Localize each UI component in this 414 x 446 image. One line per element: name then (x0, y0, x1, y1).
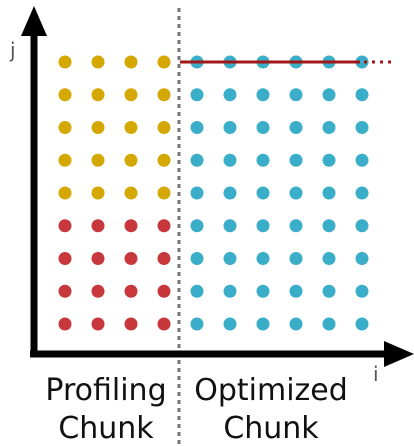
iteration-dot-optimized-blue (322, 186, 336, 200)
iteration-dot-profiling-yellow (58, 88, 72, 102)
iteration-dot-optimized-blue (355, 186, 369, 200)
iteration-dot-profiling-red (91, 284, 105, 298)
iteration-dot-optimized-blue (256, 317, 270, 331)
iteration-dot-profiling-yellow (124, 153, 138, 167)
y-axis-label: j (9, 38, 16, 62)
iteration-dot-optimized-blue (322, 252, 336, 265)
iteration-dot-optimized-blue (355, 219, 369, 233)
iteration-dot-profiling-red (91, 219, 105, 233)
iteration-dot-optimized-blue (256, 121, 270, 134)
iteration-dot-profiling-yellow (91, 55, 105, 69)
iteration-dot-optimized-blue (322, 284, 336, 298)
iteration-dot-optimized-blue (223, 121, 237, 134)
iteration-dot-optimized-blue (289, 186, 303, 200)
iteration-dot-optimized-blue (190, 219, 204, 233)
iteration-dot-profiling-red (58, 219, 72, 233)
iteration-dot-profiling-red (124, 284, 138, 298)
y-axis-arrowhead (21, 6, 47, 36)
iteration-dot-optimized-blue (190, 317, 204, 331)
iteration-dot-profiling-yellow (58, 55, 72, 69)
x-axis (30, 341, 414, 367)
profiling-chunk-label-line2: Chunk (58, 411, 154, 446)
iteration-dot-profiling-yellow (157, 121, 171, 134)
y-axis (21, 6, 47, 354)
iteration-dot-optimized-blue (223, 88, 237, 102)
iteration-dot-optimized-blue (256, 252, 270, 265)
optimized-chunk-label-line1: Optimized (194, 373, 348, 408)
iteration-dot-optimized-blue (355, 252, 369, 265)
iteration-dot-optimized-blue (256, 186, 270, 200)
iteration-dot-profiling-yellow (157, 186, 171, 200)
iteration-dot-optimized-blue (289, 121, 303, 134)
iteration-dot-profiling-yellow (157, 55, 171, 69)
iteration-dot-optimized-blue (355, 317, 369, 331)
iteration-dot-profiling-yellow (124, 186, 138, 200)
iteration-dot-profiling-yellow (58, 186, 72, 200)
iteration-dot-optimized-blue (289, 88, 303, 102)
iteration-dot-profiling-yellow (124, 88, 138, 102)
iteration-dot-profiling-red (91, 252, 105, 265)
iteration-dot-optimized-blue (190, 121, 204, 134)
iteration-dot-optimized-blue (223, 317, 237, 331)
iteration-dot-optimized-blue (289, 284, 303, 298)
iteration-dot-profiling-red (124, 317, 138, 331)
iteration-dot-optimized-blue (355, 284, 369, 298)
iteration-dot-profiling-yellow (58, 121, 72, 134)
iteration-dot-profiling-yellow (157, 88, 171, 102)
iteration-dot-optimized-blue (355, 153, 369, 167)
iteration-dot-optimized-blue (355, 121, 369, 134)
iteration-dot-optimized-blue (355, 88, 369, 102)
iteration-dot-profiling-red (124, 252, 138, 265)
iteration-dot-optimized-blue (190, 88, 204, 102)
optimized-chunk-label-line2: Chunk (223, 411, 319, 446)
iteration-dot-optimized-blue (322, 317, 336, 331)
iteration-dot-profiling-red (157, 284, 171, 298)
iteration-dot-optimized-blue (223, 219, 237, 233)
iteration-dot-optimized-blue (289, 153, 303, 167)
iteration-dot-optimized-blue (190, 186, 204, 200)
iteration-dot-profiling-yellow (157, 153, 171, 167)
iteration-dot-profiling-yellow (58, 153, 72, 167)
iteration-dot-profiling-red (124, 219, 138, 233)
iteration-dot-profiling-yellow (91, 186, 105, 200)
iteration-dot-optimized-blue (223, 186, 237, 200)
iteration-dot-optimized-blue (256, 88, 270, 102)
iteration-dot-optimized-blue (289, 252, 303, 265)
x-axis-label: i (373, 362, 379, 386)
dot-grid (58, 55, 369, 331)
iteration-dot-profiling-yellow (124, 55, 138, 69)
iteration-dot-profiling-red (157, 219, 171, 233)
iteration-dot-profiling-red (58, 284, 72, 298)
iteration-dot-optimized-blue (223, 153, 237, 167)
iteration-dot-optimized-blue (322, 121, 336, 134)
iteration-dot-profiling-red (58, 317, 72, 331)
iteration-dot-optimized-blue (256, 153, 270, 167)
iteration-dot-profiling-yellow (91, 121, 105, 134)
x-axis-arrowhead (384, 341, 414, 367)
iteration-dot-optimized-blue (355, 55, 369, 69)
iteration-dot-optimized-blue (190, 252, 204, 265)
iteration-dot-optimized-blue (256, 284, 270, 298)
iteration-dot-optimized-blue (190, 284, 204, 298)
iteration-dot-profiling-red (58, 252, 72, 265)
iteration-dot-optimized-blue (322, 88, 336, 102)
iteration-dot-optimized-blue (322, 153, 336, 167)
profiling-chunk-label-line1: Profiling (45, 373, 166, 408)
iteration-dot-optimized-blue (256, 219, 270, 233)
iteration-dot-optimized-blue (223, 284, 237, 298)
iteration-dot-optimized-blue (289, 219, 303, 233)
iteration-dot-profiling-red (91, 317, 105, 331)
iteration-dot-profiling-yellow (124, 121, 138, 134)
iteration-dot-optimized-blue (289, 317, 303, 331)
iteration-dot-optimized-blue (223, 252, 237, 265)
iteration-dot-profiling-red (157, 317, 171, 331)
iteration-dot-optimized-blue (190, 153, 204, 167)
iteration-dot-optimized-blue (322, 219, 336, 233)
iteration-dot-profiling-yellow (91, 153, 105, 167)
iteration-dot-profiling-yellow (91, 88, 105, 102)
iteration-dot-profiling-red (157, 252, 171, 265)
